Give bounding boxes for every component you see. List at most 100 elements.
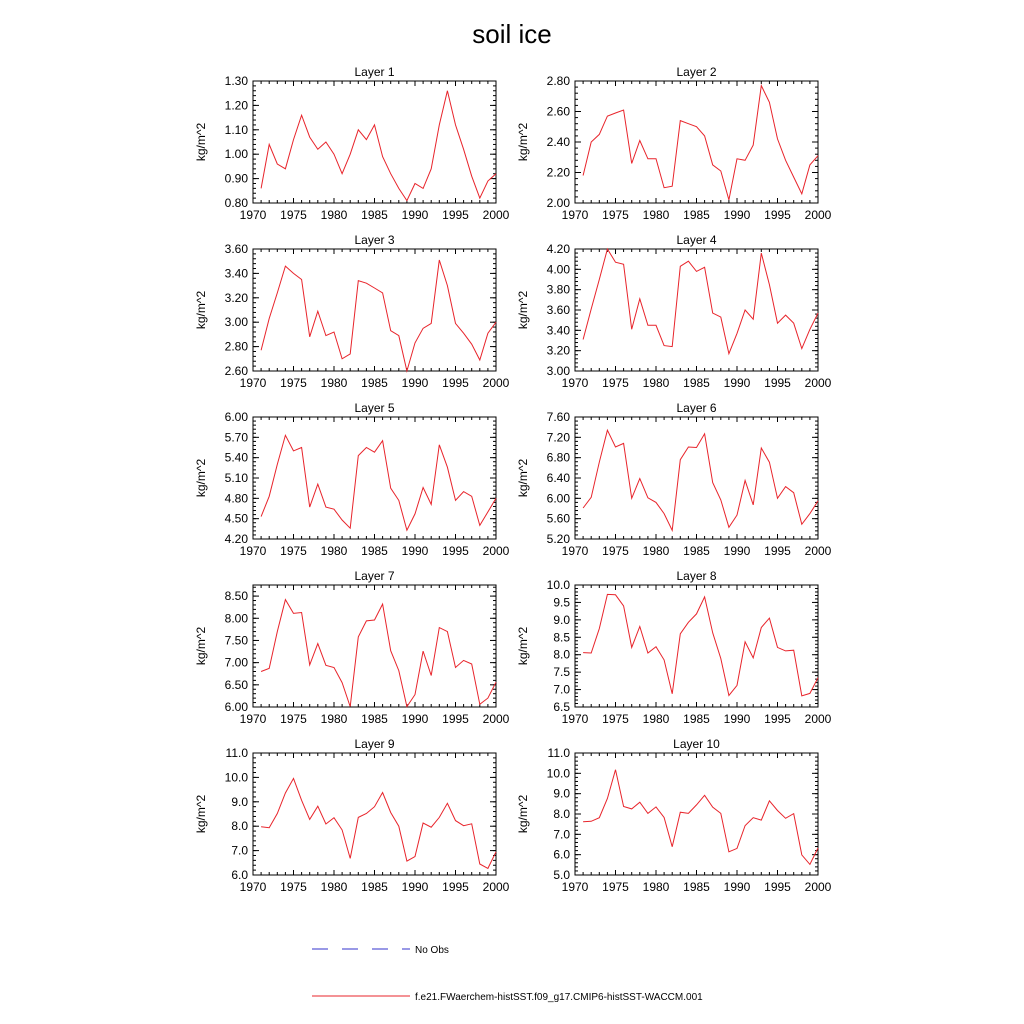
panel-10-ylabel: kg/m^2 (516, 795, 530, 834)
panel-5-xtick-label: 1975 (280, 544, 307, 558)
panel-7-xtick-label: 1995 (442, 712, 469, 726)
panel-8-ytick-label: 7.0 (553, 683, 570, 697)
panels: 1970 1975 1980 1985 1990 1995 2000 0.80 0.90 1.00… (194, 65, 832, 894)
panel-4-frame (574, 248, 819, 372)
panel-4-xtick-label: 1980 (643, 376, 670, 390)
panel-5-ytick-label: 4.80 (225, 491, 249, 505)
panel-2-ytick-label: 2.80 (547, 74, 571, 88)
panel-1-ytick-label: 1.10 (225, 123, 249, 137)
panel-5-xtick-label: 1980 (321, 544, 348, 558)
panel-4-series-line (582, 247, 819, 356)
panel-3-ytick-label: 3.40 (225, 266, 249, 280)
panel-1-xtick-label: 1970 (240, 208, 267, 222)
panel-1-xtick-label: 1980 (321, 208, 348, 222)
panel-6-title: Layer 6 (676, 401, 716, 415)
panel-8-ytick-label: 6.5 (553, 700, 570, 714)
panel-9-series-line (261, 777, 497, 870)
panel-10-title: Layer 10 (673, 737, 720, 751)
panel-6-ytick-label: 6.40 (547, 471, 571, 485)
panel-7-frame (252, 584, 497, 708)
panel-9-xtick-label: 1970 (240, 880, 267, 894)
panel-9-xtick-label: 1975 (280, 880, 307, 894)
panel-7-xtick-label: 2000 (483, 712, 510, 726)
panel-10-xtick-label: 2000 (805, 880, 832, 894)
panel-5-ytick-label: 4.20 (225, 532, 249, 546)
panel-7-ytick-label: 8.50 (225, 589, 249, 603)
panel-8-ylabel: kg/m^2 (516, 627, 530, 666)
figure-title: soil ice (472, 19, 551, 49)
panel-4-xtick-label: 1990 (724, 376, 751, 390)
panel-6-xtick-label: 1980 (643, 544, 670, 558)
panel-6-ylabel: kg/m^2 (516, 459, 530, 498)
panel-3-xtick-label: 1990 (402, 376, 429, 390)
panel-2-ytick-label: 2.40 (547, 135, 571, 149)
panel-6-xtick-label: 1985 (683, 544, 710, 558)
panel-4-ylabel: kg/m^2 (516, 291, 530, 330)
panel-9-ytick-label: 7.0 (231, 844, 248, 858)
panel-5-ytick-label: 5.40 (225, 451, 249, 465)
panel-2-ytick-label: 2.60 (547, 105, 571, 119)
panel-10-series-line (583, 769, 819, 866)
panel-3-xtick-label: 1980 (321, 376, 348, 390)
panel-4-ytick-label: 4.20 (547, 242, 571, 256)
panel-5-series-line (260, 433, 497, 532)
panel-9-xtick-label: 1995 (442, 880, 469, 894)
panel-5-ytick-label: 5.10 (225, 471, 249, 485)
panel-7-series-line (260, 598, 497, 708)
panel-8-frame (574, 584, 819, 708)
panel-4-xtick-label: 1970 (562, 376, 589, 390)
panel-7-xtick-label: 1990 (402, 712, 429, 726)
panel-9-title: Layer 9 (354, 737, 394, 751)
panel-3-ylabel: kg/m^2 (194, 291, 208, 330)
panel-8-xtick-label: 1970 (562, 712, 589, 726)
panel-6-frame (574, 416, 819, 540)
panel-1-ytick-label: 1.00 (225, 147, 249, 161)
panel-6-xtick-label: 1990 (724, 544, 751, 558)
panel-5-title: Layer 5 (354, 401, 394, 415)
panel-3: 1970 1975 1980 1985 1990 1995 2000 2.60 2.80 3.00… (194, 233, 510, 390)
panel-9-ytick-label: 11.0 (226, 746, 249, 760)
panel-5-xtick-label: 1990 (402, 544, 429, 558)
panel-2-title: Layer 2 (676, 65, 716, 79)
panel-10-ytick-label: 8.0 (553, 807, 570, 821)
panel-6-xtick-label: 1970 (562, 544, 589, 558)
panel-8-xtick-label: 1995 (764, 712, 791, 726)
panel-4-xtick-label: 1975 (602, 376, 629, 390)
panel-10-ytick-label: 7.0 (553, 827, 570, 841)
panel-3-frame (252, 248, 497, 372)
panel-8-ytick-label: 7.5 (553, 665, 570, 679)
panel-7-ytick-label: 6.50 (225, 678, 249, 692)
panel-2-ytick-label: 2.20 (547, 166, 571, 180)
panel-7-ytick-label: 7.50 (225, 633, 249, 647)
panel-1-xtick-label: 1990 (402, 208, 429, 222)
panel-7-xtick-label: 1970 (240, 712, 267, 726)
panel-1-frame (252, 80, 497, 204)
panel-7-ylabel: kg/m^2 (194, 627, 208, 666)
panel-8-ytick-label: 9.0 (553, 613, 570, 627)
panel-2-xtick-label: 1980 (643, 208, 670, 222)
panel-9-xtick-label: 1990 (402, 880, 429, 894)
panel-4-xtick-label: 1985 (683, 376, 710, 390)
panel-8-xtick-label: 1980 (643, 712, 670, 726)
panel-5-xtick-label: 1970 (240, 544, 267, 558)
panel-3-xtick-label: 1995 (442, 376, 469, 390)
panel-3-xtick-label: 1985 (361, 376, 388, 390)
panel-9-ylabel: kg/m^2 (194, 795, 208, 834)
panel-6-ytick-label: 5.20 (547, 532, 571, 546)
panel-9-xtick-label: 1980 (321, 880, 348, 894)
panel-10-ytick-label: 10.0 (547, 766, 571, 780)
panel-3-xtick-label: 1970 (240, 376, 267, 390)
panel-7-ytick-label: 6.00 (225, 700, 249, 714)
panel-7-xtick-label: 1980 (321, 712, 348, 726)
panel-6-ytick-label: 6.80 (547, 451, 571, 465)
panel-6-ytick-label: 6.00 (547, 491, 571, 505)
panel-10: 1970 1975 1980 1985 1990 1995 2000 5.0 6.0 7.0 8.0… (516, 737, 832, 894)
panel-2-xtick-label: 1975 (602, 208, 629, 222)
panel-8-ytick-label: 10.0 (547, 578, 571, 592)
panel-4-ytick-label: 3.40 (547, 323, 571, 337)
panel-2-xtick-label: 1995 (764, 208, 791, 222)
panel-1-ytick-label: 0.90 (225, 172, 249, 186)
legend: No Obs f.e21.FWaerchem-histSST.f09_g17.C… (312, 945, 703, 1003)
panel-10-ytick-label: 5.0 (553, 868, 570, 882)
